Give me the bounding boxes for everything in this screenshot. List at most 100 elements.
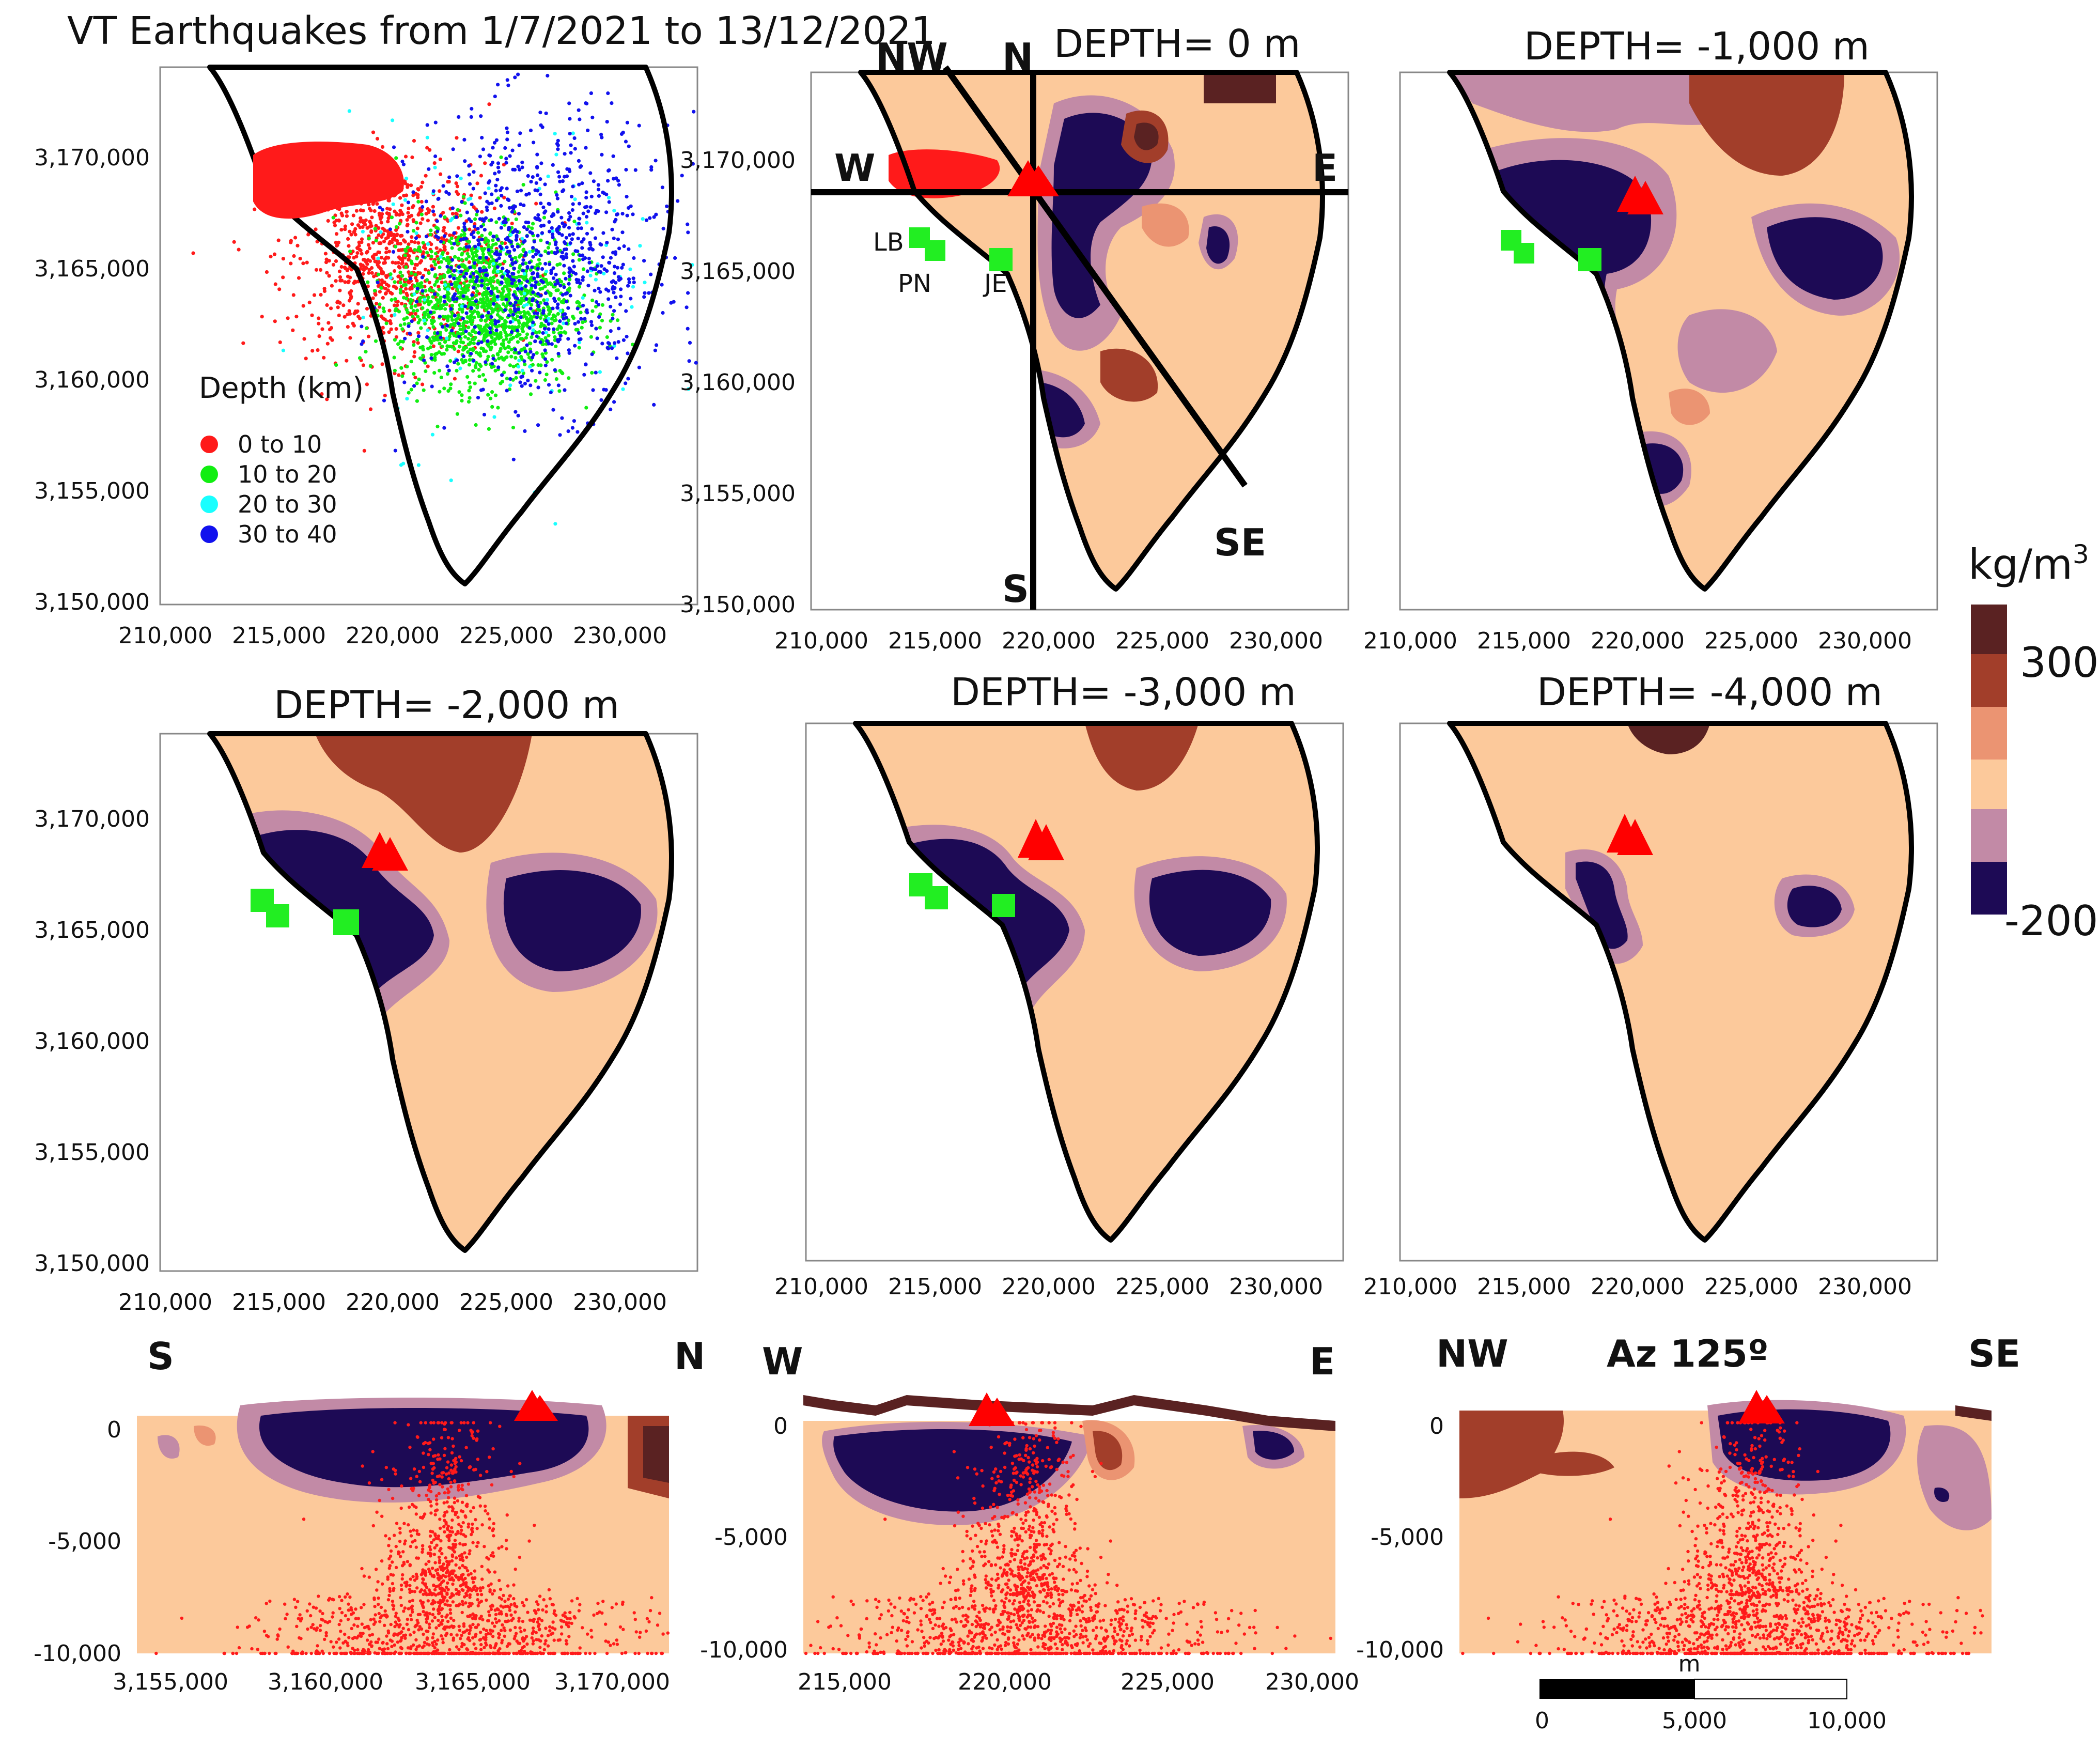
y-tick-label: 3,155,000 bbox=[34, 1139, 150, 1166]
epicenter-point bbox=[514, 300, 518, 304]
hypocenter-point bbox=[350, 1613, 353, 1616]
hypocenter-point bbox=[568, 1617, 572, 1621]
hypocenter-point bbox=[448, 1612, 453, 1615]
epicenter-point bbox=[421, 205, 425, 209]
hypocenter-point bbox=[465, 1569, 470, 1573]
hypocenter-point bbox=[521, 1636, 525, 1640]
epicenter-point bbox=[568, 293, 572, 298]
hypocenter-point bbox=[443, 1447, 447, 1451]
hypocenter-point bbox=[442, 1525, 446, 1528]
station-label-je: JE bbox=[983, 269, 1007, 298]
hypocenter-point bbox=[514, 1625, 517, 1630]
hypocenter-point bbox=[1051, 1621, 1055, 1625]
hypocenter-point bbox=[475, 1544, 479, 1548]
hypocenter-point bbox=[601, 1600, 605, 1603]
epicenter-point bbox=[581, 303, 585, 307]
epicenter-point bbox=[442, 295, 446, 299]
epicenter-point bbox=[533, 284, 537, 288]
hypocenter-point bbox=[387, 1537, 391, 1541]
epicenter-point bbox=[491, 238, 495, 242]
epicenter-point bbox=[486, 311, 490, 315]
hypocenter-point bbox=[399, 1583, 403, 1587]
hypocenter-point bbox=[456, 1499, 460, 1503]
epicenter-point bbox=[482, 291, 486, 295]
epicenter-point bbox=[373, 291, 377, 296]
epicenter-point bbox=[422, 388, 426, 392]
epicenter-point bbox=[583, 317, 587, 321]
hypocenter-point bbox=[377, 1612, 381, 1616]
hypocenter-point bbox=[273, 1651, 277, 1655]
epicenter-point bbox=[361, 339, 365, 344]
epicenter-point bbox=[445, 372, 450, 376]
hypocenter-point bbox=[505, 1547, 508, 1551]
epicenter-point bbox=[370, 215, 374, 220]
epicenter-point bbox=[438, 157, 442, 161]
epicenter-point bbox=[375, 202, 379, 206]
epicenter-point bbox=[410, 239, 414, 244]
epicenter-point bbox=[513, 75, 517, 80]
hypocenter-point bbox=[483, 1505, 487, 1508]
hypocenter-point bbox=[526, 1651, 530, 1655]
epicenter-point bbox=[378, 302, 382, 306]
depth-1000-panel bbox=[1399, 72, 1938, 611]
x-tick-label: 220,000 bbox=[1591, 1274, 1685, 1300]
epicenter-point bbox=[521, 269, 525, 273]
epicenter-point bbox=[433, 262, 438, 267]
epicenter-point bbox=[492, 206, 497, 210]
epicenter-point bbox=[557, 297, 561, 301]
epicenter-point bbox=[589, 335, 593, 339]
epicenter-point bbox=[368, 207, 372, 211]
epicenter-point bbox=[323, 252, 328, 256]
hypocenter-point bbox=[443, 1491, 447, 1495]
hypocenter-point bbox=[478, 1586, 482, 1590]
epicenter-point bbox=[423, 321, 427, 326]
hypocenter-point bbox=[344, 1595, 347, 1599]
hypocenter-point bbox=[346, 1618, 350, 1621]
epicenter-point bbox=[546, 174, 550, 178]
hypocenter-point bbox=[460, 1600, 464, 1603]
hypocenter-point bbox=[540, 1619, 544, 1622]
epicenter-point bbox=[478, 267, 482, 271]
hypocenter-point bbox=[518, 1641, 522, 1645]
hypocenter-point bbox=[559, 1625, 564, 1629]
hypocenter-point bbox=[294, 1605, 298, 1609]
epicenter-point bbox=[547, 383, 551, 387]
epicenter-point bbox=[515, 235, 519, 239]
hypocenter-point bbox=[422, 1451, 425, 1455]
hypocenter-point bbox=[516, 1651, 519, 1655]
epicenter-point bbox=[408, 331, 412, 335]
epicenter-point bbox=[594, 300, 599, 304]
epicenter-point bbox=[610, 227, 614, 231]
hypocenter-point bbox=[393, 1534, 396, 1537]
hypocenter-point bbox=[492, 1554, 495, 1558]
hypocenter-point bbox=[479, 1643, 483, 1647]
epicenter-point bbox=[399, 463, 403, 467]
epicenter-point bbox=[383, 260, 387, 265]
epicenter-point bbox=[535, 315, 539, 319]
hypocenter-point bbox=[324, 1634, 328, 1637]
epicenter-point bbox=[538, 340, 542, 344]
hypocenter-point bbox=[478, 1474, 483, 1477]
hypocenter-point bbox=[443, 1596, 447, 1599]
epicenter-point bbox=[347, 309, 351, 313]
hypocenter-point bbox=[464, 1494, 469, 1497]
hypocenter-point bbox=[388, 1554, 393, 1558]
epicenter-point bbox=[535, 311, 539, 315]
hypocenter-point bbox=[472, 1506, 475, 1510]
epicenter-point bbox=[484, 319, 488, 323]
epicenter-point bbox=[522, 346, 526, 350]
epicenter-point bbox=[503, 259, 507, 264]
epicenter-point bbox=[304, 357, 308, 361]
epicenter-point bbox=[511, 364, 516, 368]
epicenter-point bbox=[458, 307, 462, 312]
hypocenter-point bbox=[492, 1589, 496, 1592]
epicenter-point bbox=[564, 236, 568, 240]
epicenter-point bbox=[538, 308, 542, 313]
epicenter-point bbox=[589, 246, 593, 251]
hypocenter-point bbox=[372, 1622, 376, 1626]
hypocenter-point bbox=[502, 1605, 505, 1609]
epicenter-point bbox=[427, 271, 431, 275]
epicenter-point bbox=[535, 152, 539, 157]
epicenter-point bbox=[452, 360, 457, 364]
y-tick-label: 3,170,000 bbox=[680, 147, 796, 174]
